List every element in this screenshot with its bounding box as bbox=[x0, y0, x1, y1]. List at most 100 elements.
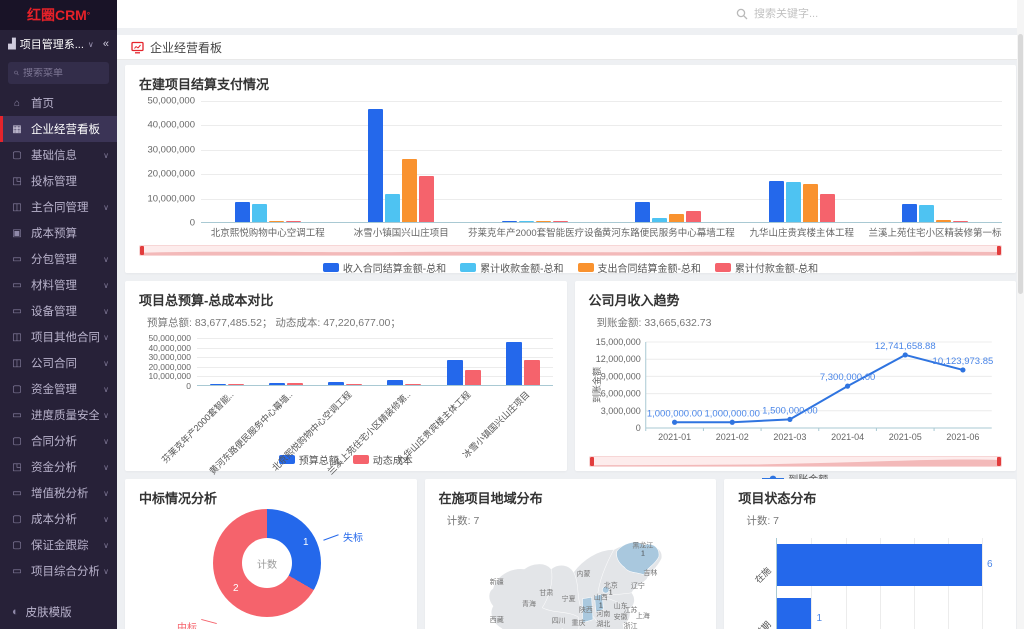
folder-icon: ▭ bbox=[12, 279, 22, 291]
province-label: 甘肃 bbox=[539, 590, 554, 598]
sidebar-item-12[interactable]: ▭ 进度质量安全 ∨ bbox=[0, 402, 117, 428]
sidebar-item-1[interactable]: ▦ 企业经营看板 bbox=[0, 116, 117, 142]
card-status-chart: 项目状态分布 计数: 7 6在施1前期0123456 bbox=[724, 479, 1017, 629]
sidebar-item-label: 资金管理 bbox=[31, 384, 77, 396]
bar bbox=[777, 598, 812, 629]
page-scrollbar[interactable] bbox=[1017, 0, 1024, 629]
sidebar-item-7[interactable]: ▭ 材料管理 ∨ bbox=[0, 272, 117, 298]
bid-icon: ◳ bbox=[12, 461, 22, 473]
x-tick-label: 黄河东路便民服务中心幕墙工程 bbox=[601, 228, 735, 239]
card-budget-chart: 项目总预算-总成本对比 预算总额: 83,677,485.52； 动态成本: 4… bbox=[125, 281, 567, 476]
y-tick-label: 50,000,000 bbox=[148, 333, 191, 343]
province-label: 安徽 bbox=[613, 614, 628, 622]
china-map: 黑龙江 1 吉林 辽宁 内蒙 北京 1 山西 1 山东 陕西 宁夏 甘肃 青海 新疆 西藏 四川 重庆 河南 湖北 安徽… bbox=[455, 530, 703, 629]
legend-item[interactable]: 预算总额 bbox=[278, 452, 339, 467]
sidebar-item-13[interactable]: ▢ 合同分析 ∨ bbox=[0, 428, 117, 454]
workspace-selector[interactable]: ▟ 项目管理系... ∨ « bbox=[0, 30, 117, 58]
data-point-label: 1,000,000.00 bbox=[704, 408, 759, 419]
data-point bbox=[844, 383, 850, 389]
chevron-down-icon: ∨ bbox=[103, 540, 109, 550]
y-tick-label: 6,000,000 bbox=[600, 389, 640, 399]
sidebar-item-14[interactable]: ◳ 资金分析 ∨ bbox=[0, 454, 117, 480]
folder-icon: ▭ bbox=[12, 565, 22, 577]
menu-search-input[interactable] bbox=[23, 67, 103, 79]
legend-label: 累计收款金额-总和 bbox=[480, 264, 564, 275]
home-icon: ⌂ bbox=[13, 97, 21, 109]
datazoom-slider[interactable] bbox=[588, 456, 1002, 467]
y-tick-label: 15,000,000 bbox=[595, 337, 640, 347]
chevron-down-icon: ∨ bbox=[103, 488, 109, 498]
sidebar-item-4[interactable]: ◫ 主合同管理 ∨ bbox=[0, 194, 117, 220]
sidebar-item-18[interactable]: ▭ 项目综合分析 ∨ bbox=[0, 558, 117, 584]
tab-label: 企业经营看板 bbox=[150, 40, 223, 55]
global-search[interactable] bbox=[736, 8, 874, 20]
tab-enterprise-dashboard[interactable]: 企业经营看板 bbox=[117, 35, 1024, 60]
datazoom-handle-right[interactable] bbox=[997, 246, 1001, 255]
sidebar-item-15[interactable]: ▭ 增值税分析 ∨ bbox=[0, 480, 117, 506]
bar bbox=[385, 193, 401, 222]
sidebar-item-label: 分包管理 bbox=[31, 254, 77, 266]
legend-item[interactable]: 动态成本 bbox=[352, 452, 413, 467]
grid-line bbox=[197, 338, 553, 339]
sidebar-item-5[interactable]: ▣ 成本预算 bbox=[0, 220, 117, 246]
bar-group bbox=[434, 338, 493, 385]
province-label: 青海 bbox=[521, 601, 536, 609]
sidebar-item-label: 进度质量安全 bbox=[31, 410, 100, 422]
sidebar-item-10[interactable]: ◫ 公司合同 ∨ bbox=[0, 350, 117, 376]
data-point bbox=[729, 419, 735, 425]
sidebar-item-8[interactable]: ▭ 设备管理 ∨ bbox=[0, 298, 117, 324]
settlement-chart-title: 在建项目结算支付情况 bbox=[139, 77, 270, 92]
data-point bbox=[902, 352, 908, 358]
menu-search[interactable] bbox=[8, 62, 109, 84]
sidebar-item-label: 项目综合分析 bbox=[31, 566, 100, 578]
plot-region bbox=[201, 101, 1002, 223]
data-point-label: 10,123,973.85 bbox=[932, 356, 993, 367]
province-label: 上海 bbox=[635, 612, 650, 620]
legend-item[interactable]: 收入合同结算金额-总和 bbox=[322, 260, 446, 275]
legend-item[interactable]: 支出合同结算金额-总和 bbox=[577, 260, 701, 275]
datazoom-slider[interactable] bbox=[139, 245, 1002, 256]
y-tick-label: 10,000,000 bbox=[147, 193, 195, 205]
sidebar-item-label: 投标管理 bbox=[31, 176, 77, 188]
datazoom-handle-left[interactable] bbox=[589, 457, 594, 466]
sidebar-item-2[interactable]: ▢ 基础信息 ∨ bbox=[0, 142, 117, 168]
slice-label[interactable]: 中标 bbox=[177, 623, 197, 629]
bar-chart-icon: ▟ bbox=[8, 38, 16, 50]
bar-group bbox=[256, 338, 315, 385]
grid-line bbox=[197, 366, 553, 368]
doc-icon: ▢ bbox=[12, 539, 22, 551]
legend-item[interactable]: 累计收款金额-总和 bbox=[460, 260, 564, 275]
sidebar-collapse-button[interactable]: « bbox=[102, 38, 109, 50]
bar bbox=[768, 180, 784, 222]
chevron-down-icon: ∨ bbox=[103, 566, 109, 576]
sidebar-item-label: 首页 bbox=[31, 98, 54, 110]
sidebar-item-label: 合同分析 bbox=[31, 436, 77, 448]
datazoom-handle-left[interactable] bbox=[140, 246, 144, 255]
grid-line bbox=[201, 198, 1002, 200]
sidebar-item-3[interactable]: ◳ 投标管理 bbox=[0, 168, 117, 194]
sidebar-item-11[interactable]: ▢ 资金管理 ∨ bbox=[0, 376, 117, 402]
global-search-input[interactable] bbox=[754, 8, 874, 20]
bar bbox=[652, 217, 668, 222]
page-scrollbar-thumb[interactable] bbox=[1018, 34, 1023, 294]
sidebar-item-6[interactable]: ▭ 分包管理 ∨ bbox=[0, 246, 117, 272]
datazoom-handle-right[interactable] bbox=[997, 457, 1001, 466]
sidebar-item-17[interactable]: ▢ 保证金跟踪 ∨ bbox=[0, 532, 117, 558]
contract-icon: ◫ bbox=[12, 331, 22, 343]
slice-label[interactable]: 失标 bbox=[343, 533, 363, 544]
data-point-label: 1,000,000.00 bbox=[646, 408, 701, 419]
chevron-down-icon: ∨ bbox=[103, 280, 109, 290]
sidebar-item-16[interactable]: ▢ 成本分析 ∨ bbox=[0, 506, 117, 532]
bid-donut-chart: 计数 1 2 失标 中标 bbox=[125, 507, 417, 629]
legend-item[interactable]: 累计付款金额-总和 bbox=[714, 260, 818, 275]
sidebar: 红圈CRM° ▟ 项目管理系... ∨ « ⌂ 首页 ▦ 企业经营看板 ▢ 基础信息 ∨ ◳ 投… bbox=[0, 0, 117, 629]
bar bbox=[285, 221, 301, 222]
sidebar-item-9[interactable]: ◫ 项目其他合同 ∨ bbox=[0, 324, 117, 350]
dashboard-tab-icon bbox=[131, 41, 144, 53]
bar-plot-area: 50,000,000 40,000,000 30,000,000 20,000,000… bbox=[139, 96, 1002, 229]
bar bbox=[523, 360, 540, 385]
bar-group bbox=[201, 101, 335, 222]
skin-template-button[interactable]: ◐ 皮肤模版 bbox=[0, 595, 117, 629]
sidebar-item-0[interactable]: ⌂ 首页 bbox=[0, 90, 117, 116]
income-trend-chart: 15,000,000 12,000,000 9,000,000 6,000,000 3,… bbox=[575, 332, 1017, 486]
